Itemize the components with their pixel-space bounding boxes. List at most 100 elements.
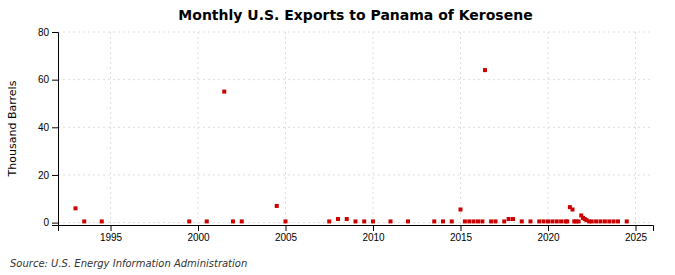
grid-line (198, 32, 199, 225)
tick-mark (52, 223, 58, 224)
point (577, 219, 581, 223)
tick-mark (636, 225, 637, 231)
point (362, 219, 366, 223)
tick: 40 (38, 122, 58, 133)
axis-line (59, 226, 654, 232)
point (205, 219, 209, 223)
point (371, 219, 375, 223)
y-axis: 0 20 40 60 80 (38, 27, 59, 229)
point (612, 219, 616, 223)
point (603, 219, 607, 223)
x-axis: 1995200020052010201520202025 (59, 225, 654, 243)
point (222, 90, 226, 94)
y-axis-title: Thousand Barrels (6, 80, 19, 177)
point (450, 219, 454, 223)
point (594, 219, 598, 223)
point (467, 219, 471, 223)
point (231, 219, 235, 223)
tick-label: 2010 (362, 232, 385, 243)
point (345, 217, 349, 221)
point (240, 219, 244, 223)
tick-label: 2020 (537, 232, 560, 243)
tick-mark (286, 225, 287, 231)
tick: 2020 (537, 225, 560, 243)
point (625, 219, 629, 223)
grid-line (58, 79, 653, 80)
point (275, 204, 279, 208)
point (616, 219, 620, 223)
plot-area: 1995200020052010201520202025020406080 (38, 27, 654, 243)
tick-mark (52, 127, 58, 128)
point (550, 219, 554, 223)
tick-mark (548, 225, 549, 231)
tick-label: 80 (38, 27, 50, 38)
point (476, 219, 480, 223)
point (327, 219, 331, 223)
tick-label: 2015 (450, 232, 473, 243)
tick-label: 1995 (100, 232, 123, 243)
tick-mark (111, 225, 112, 231)
grid-line (635, 32, 636, 225)
point (546, 219, 550, 223)
point (607, 219, 611, 223)
tick-label: 20 (38, 170, 50, 181)
point (537, 219, 541, 223)
point (590, 219, 594, 223)
tick-mark (52, 175, 58, 176)
tick: 0 (43, 217, 58, 228)
tick: 1995 (100, 225, 123, 243)
tick-mark (52, 80, 58, 81)
point (571, 208, 575, 212)
tick-mark (52, 32, 58, 33)
point (502, 219, 506, 223)
point (483, 68, 487, 72)
title: Monthly U.S. Exports to Panama of Kerose… (178, 7, 532, 23)
point (74, 206, 78, 210)
tick-label: 60 (38, 74, 50, 85)
point (529, 219, 533, 223)
grid-line (58, 127, 653, 128)
point (511, 217, 515, 221)
tick-mark (461, 225, 462, 231)
point (542, 219, 546, 223)
point (441, 219, 445, 223)
tick: 2010 (362, 225, 385, 243)
point (507, 217, 511, 221)
grid-line (460, 32, 461, 225)
point (82, 219, 86, 223)
point (354, 219, 358, 223)
tick-mark (198, 225, 199, 231)
point (480, 219, 484, 223)
grid-line (373, 32, 374, 225)
tick-mark (373, 225, 374, 231)
grid-line (58, 32, 653, 33)
tick: 2005 (275, 225, 298, 243)
chart: 1995200020052010201520202025020406080Mon… (0, 0, 675, 275)
point (336, 217, 340, 221)
grid-line (285, 32, 286, 225)
tick: 60 (38, 74, 58, 85)
annotation: Source: U.S. Energy Information Administ… (10, 258, 247, 269)
grid-line (548, 32, 549, 225)
axis-line (52, 33, 59, 226)
point (520, 219, 524, 223)
grid (58, 32, 653, 225)
point (432, 219, 436, 223)
point (555, 219, 559, 223)
points (74, 68, 629, 223)
tick: 80 (38, 27, 58, 38)
point (494, 219, 498, 223)
point (406, 219, 410, 223)
point (187, 219, 191, 223)
point (389, 219, 393, 223)
tick: 20 (38, 170, 58, 181)
point (599, 219, 603, 223)
point (459, 208, 463, 212)
point (559, 219, 563, 223)
tick: 2015 (450, 225, 473, 243)
tick-label: 40 (38, 122, 50, 133)
tick-label: 2025 (625, 232, 648, 243)
tick-label: 0 (43, 217, 49, 228)
grid-line (110, 32, 111, 225)
tick-label: 2005 (275, 232, 298, 243)
